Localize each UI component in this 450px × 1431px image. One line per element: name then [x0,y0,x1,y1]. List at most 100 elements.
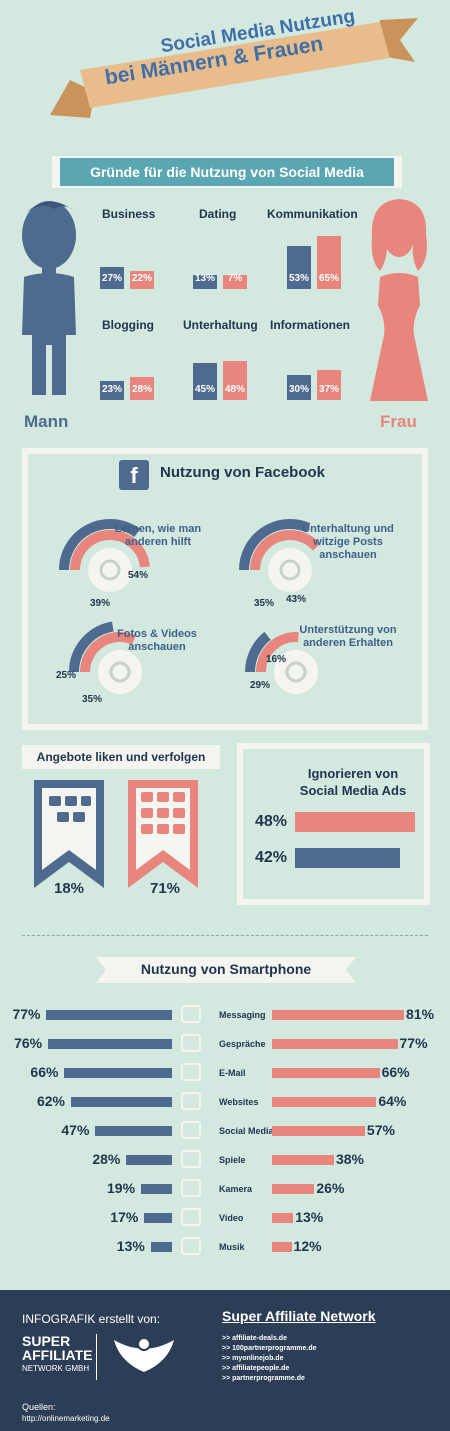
category-label-kommunikation: Kommunikation [267,207,358,221]
smartphone-pct-male: 66% [30,1064,59,1080]
network-link[interactable]: >> affiliatepeople.de [222,1365,290,1372]
facebook-support-female-pct: 29% [250,680,271,691]
people-icon [274,650,318,694]
smartphone-pct-female: 66% [381,1064,410,1080]
at-sign-icon [181,1063,201,1081]
facebook-photos-female-pct: 35% [82,694,103,705]
network-link[interactable]: >> partnerprogramme.de [222,1375,305,1382]
network-link[interactable]: >> affiliate-deals.de [222,1335,287,1342]
browser-icon [181,1092,201,1110]
facebook-label-helping: Lernen, wie man anderen hilft [114,523,202,548]
ads-male-pct: 42% [255,849,288,866]
monitor-icon [181,1150,201,1168]
smartphone-title-ribbon [96,957,356,983]
smiley-icon [268,548,312,592]
reason-bar-female: 22% [130,270,154,289]
facebook-helping-female-pct: 54% [128,570,149,581]
smartphone-bar-female [272,1242,292,1252]
footer: INFOGRAFIK erstellt von: SUPER AFFILIATE… [0,1290,450,1431]
smartphone-pct-female: 13% [295,1209,324,1225]
smartphone-pct-male: 19% [107,1180,136,1196]
facebook-donut [239,519,321,592]
smartphone-bar-male [144,1213,172,1223]
play-icon [181,1208,201,1226]
smartphone-bar-male [64,1068,172,1078]
male-like-banner [34,780,104,888]
category-label-business: Business [102,207,156,221]
smiley-icon-glyph [279,559,301,581]
facebook-arc-female [256,632,299,673]
category-label-blogging: Blogging [102,318,154,332]
ads-female-bar [295,812,415,832]
reason-bar-female: 7% [223,273,247,289]
facebook-donut [59,519,150,592]
reason-bar-value: 30% [288,383,309,395]
smartphone-bar-female [272,1068,380,1078]
facebook-photos-male-pct: 25% [56,670,77,681]
hand-icon [98,650,142,694]
network-link[interactable]: >> 100partnerprogramme.de [222,1345,317,1352]
facebook-arc-female [250,530,321,571]
section-divider [22,935,428,936]
camera-icon [181,1179,201,1197]
facebook-icon [181,1121,201,1139]
smartphone-pct-male: 17% [110,1209,139,1225]
smartphone-category-label: Video [219,1213,244,1223]
reason-bar-female: 48% [223,360,247,400]
man-icon [22,201,76,395]
reason-bar-male: 23% [100,381,124,400]
facebook-support-male-pct: 16% [266,654,287,665]
facebook-icon: f [119,460,149,490]
smartphone-category-label: Websites [219,1097,259,1107]
network-link[interactable]: >> myonlinejob.de [222,1355,284,1362]
category-label-informationen: Informationen [270,318,350,332]
reason-bar-value: 37% [318,383,339,395]
facebook-fun-female-pct: 43% [286,594,307,605]
facebook-label-support: Unterstützung von anderen Erhalten [299,624,397,649]
image-icon [88,548,132,592]
smartphone-bar-male [70,1097,172,1107]
created-by-label: INFOGRAFIK erstellt von: [22,1312,161,1326]
smartphone-pct-male: 28% [92,1151,121,1167]
music-note-icon [181,1237,201,1255]
reason-bar-value: 28% [131,383,152,395]
reason-bar-value: 53% [288,272,309,284]
people-icon-glyph [285,661,307,683]
brand-logo: SUPER AFFILIATE NETWORK GMBH [22,1333,93,1373]
smartphone-title: Nutzung von Smartphone [140,961,312,977]
reason-bar-female: 37% [317,369,341,400]
source-link[interactable]: http://onlinemarketing.de [22,1414,110,1423]
smartphone-bar-male [150,1242,172,1252]
facebook-label-photos-videos: Fotos & Videos anschauen [117,628,197,653]
smartphone-bar-female [272,1010,405,1020]
likes-male-pct: 18% [54,880,85,897]
facebook-arc-female [70,530,150,571]
facebook-arc-male [69,621,114,673]
smartphone-bar-male [141,1184,172,1194]
smartphone-pct-male: 47% [61,1122,90,1138]
smartphone-category-label: Musik [219,1242,245,1252]
network-links: >> affiliate-deals.de >> 100partnerprogr… [222,1334,317,1384]
network-title: Super Affiliate Network [222,1308,376,1324]
title-banner [50,18,418,118]
envelope-icon [181,1005,201,1023]
hand-icon-glyph [109,661,131,683]
reason-bar-value: 22% [131,272,152,284]
female-label: Frau [380,412,417,431]
facebook-arc-male [59,519,141,571]
facebook-donut [245,631,318,694]
reason-bar-male: 53% [287,245,311,289]
smartphone-pct-female: 38% [335,1151,364,1167]
reason-bar-value: 27% [101,272,122,284]
facebook-fun-male-pct: 35% [254,598,275,609]
smartphone-category-label: Kamera [219,1184,253,1194]
footer-divider [96,1334,97,1380]
category-label-dating: Dating [199,207,237,221]
smartphone-category-label: E-Mail [219,1068,246,1078]
facebook-helping-male-pct: 39% [90,598,111,609]
reason-bar-value: 13% [194,273,215,284]
smartphone-pct-male: 13% [116,1238,145,1254]
likes-female-pct: 71% [150,880,181,897]
ads-female-pct: 48% [255,813,288,830]
ads-male-bar [295,848,400,868]
